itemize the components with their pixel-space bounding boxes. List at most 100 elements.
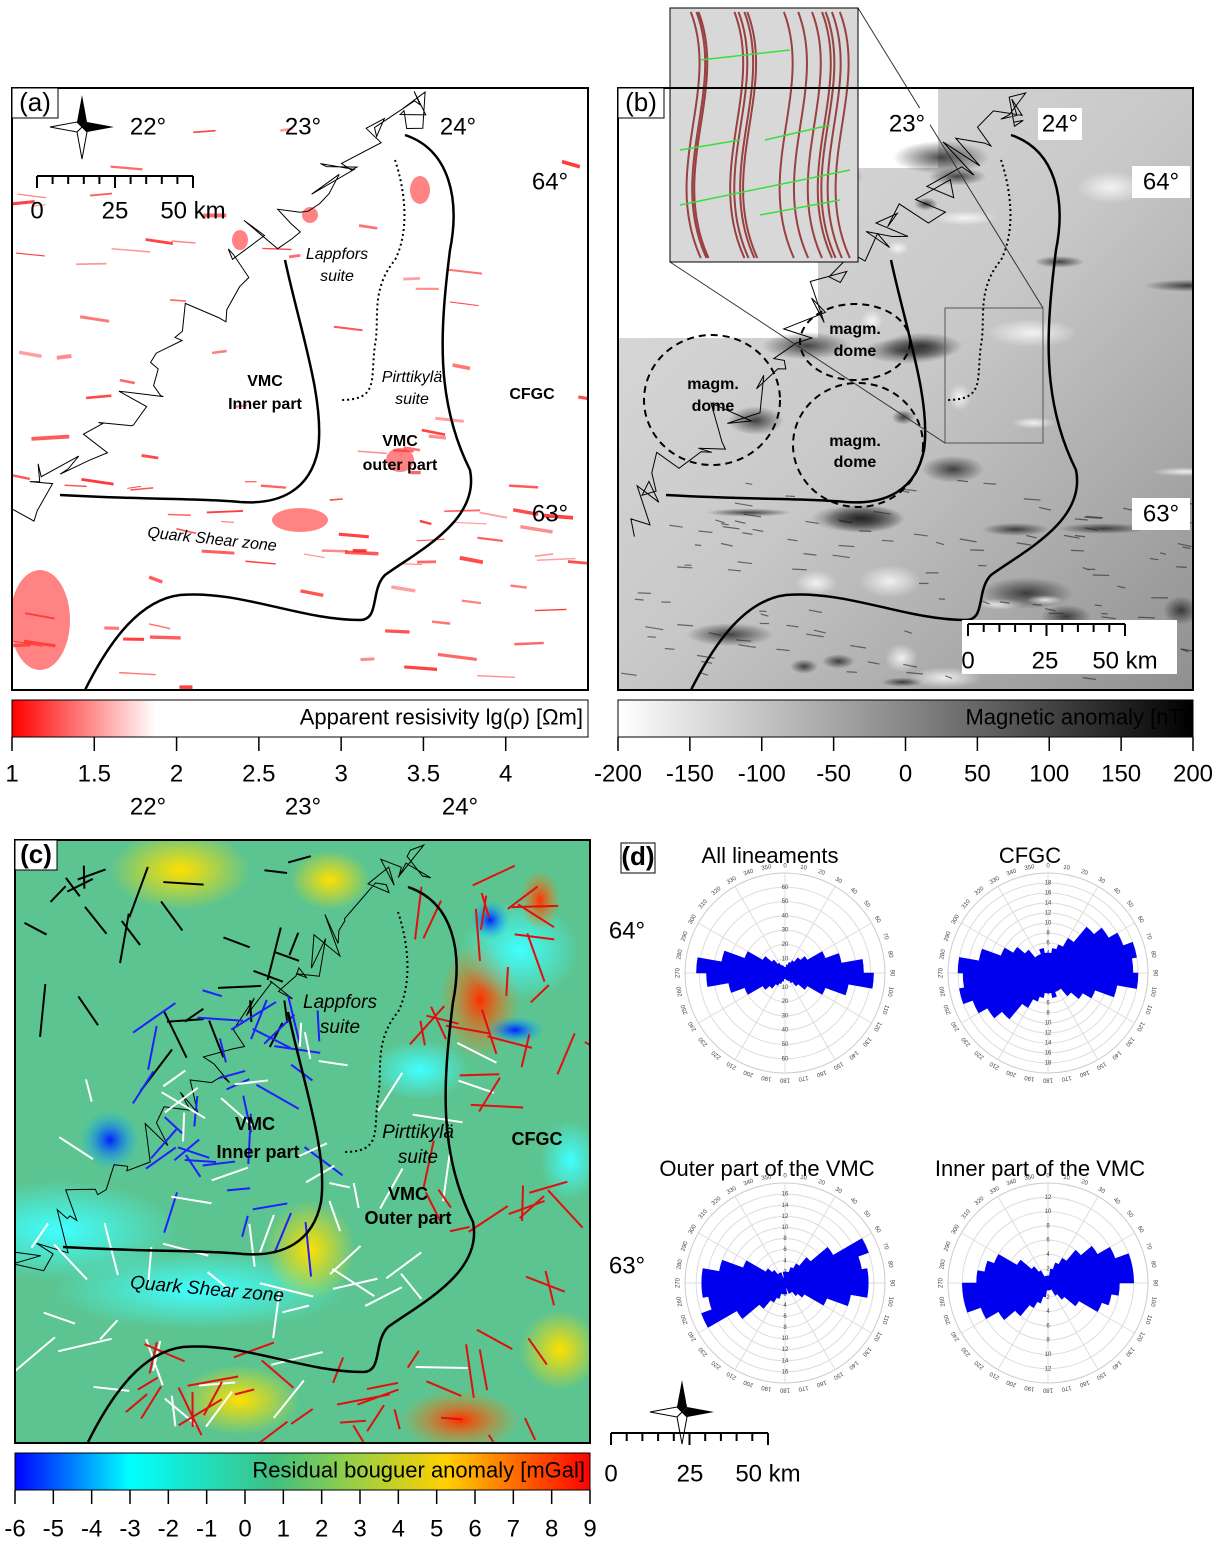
colorbar-tick-label: 5 <box>430 1515 443 1542</box>
rose-angle-label: 100 <box>1149 1296 1157 1308</box>
rose-angle-label: 270 <box>939 967 945 978</box>
rose-angle-label: 240 <box>687 1020 698 1032</box>
magnetic-streak <box>847 672 857 673</box>
rose-angle-label: 110 <box>1143 1004 1152 1016</box>
panel-label: (a) <box>19 87 51 117</box>
magnetic-streak <box>1176 567 1187 568</box>
magnetic-blob <box>1034 256 1084 268</box>
annotation: magm. <box>687 376 739 393</box>
resistivity-streak <box>31 437 69 439</box>
panel-d: (d) All lineaments1010202030304040505060… <box>604 841 1157 1487</box>
rose-angle-label: 140 <box>1110 1049 1122 1060</box>
rose-ring-label: 6 <box>783 1314 787 1320</box>
colorbar-tick-label: -5 <box>43 1515 64 1542</box>
rose-angle-label: 90 <box>1151 970 1157 977</box>
gravity-blob <box>80 1110 140 1170</box>
magnetic-streak <box>677 567 692 568</box>
colorbar-tick-label: 7 <box>507 1515 520 1542</box>
rose-angle-label: 300 <box>951 1223 962 1235</box>
rose-ring-label: 10 <box>782 956 789 962</box>
panel-label: (b) <box>625 87 657 117</box>
rose-ring-label: 10 <box>1045 1021 1052 1027</box>
annotation: magm. <box>829 321 881 338</box>
annotation: suite <box>395 391 429 408</box>
resistivity-patch <box>272 508 328 532</box>
rose-ring-label: 6 <box>1046 941 1050 947</box>
rose-angle-label: 330 <box>989 1185 1001 1196</box>
rose-ring-label: 4 <box>783 1258 787 1264</box>
rose-ring-label: 12 <box>1045 1366 1052 1372</box>
rose-angle-label: 330 <box>989 875 1001 886</box>
lon-label: 22° <box>130 793 166 820</box>
gravity-blob <box>520 1310 600 1390</box>
rose-angle-label: 330 <box>726 1185 738 1196</box>
rose-ring-label: 18 <box>1045 881 1052 887</box>
rose-angle-label: 20 <box>1080 1179 1089 1187</box>
annotation: Inner part <box>216 1142 299 1162</box>
rose-angle-label: 290 <box>943 1240 952 1252</box>
rose-angle-label: 70 <box>1144 932 1152 941</box>
rose-angle-label: 150 <box>1095 1370 1107 1381</box>
annotation: Outer part <box>364 1208 451 1228</box>
rose-ring-label: 16 <box>1045 1051 1052 1057</box>
colorbar: Apparent resisivity lg(ρ) [Ωm]11.522.533… <box>5 700 588 787</box>
gravity-blob <box>370 1040 470 1100</box>
rose-angle-label: 320 <box>711 1196 723 1207</box>
rose-ring-label: 12 <box>782 1347 789 1353</box>
gravity-blob <box>485 1016 545 1044</box>
rose-ring-label: 50 <box>782 1042 789 1048</box>
annotation: VMC <box>235 1114 275 1134</box>
magnetic-streak <box>638 593 651 594</box>
resistivity-streak <box>322 551 348 552</box>
rose-ring-label: 14 <box>1045 1041 1052 1047</box>
resistivity-patch <box>410 176 430 204</box>
annotation: Inner part <box>228 396 302 413</box>
inset-image <box>670 8 858 262</box>
resistivity-streak <box>385 631 409 632</box>
rose-angle-label: 150 <box>832 1370 844 1381</box>
colorbar-tick-label: 8 <box>545 1515 558 1542</box>
rose-angle-label: 80 <box>1149 951 1156 959</box>
scale-label: 0 <box>604 1460 617 1487</box>
lon-label: 24° <box>442 793 478 820</box>
rose-angle-label: 70 <box>881 932 889 941</box>
lon-label: 24° <box>1042 110 1078 137</box>
lon-label: 23° <box>889 110 925 137</box>
magnetic-blob <box>1151 467 1221 476</box>
panel-a: (a) 22° 23° 24° 64° 63° 0 25 50 km Lappf… <box>4 87 607 690</box>
annotation: Lappfors <box>306 246 368 263</box>
rose-ring-label: 12 <box>1045 1031 1052 1037</box>
annotation: VMC <box>388 1184 428 1204</box>
resistivity-streak <box>170 300 186 301</box>
rose-ring-label: 30 <box>782 928 789 934</box>
rose-angle-label: 260 <box>939 985 947 997</box>
rose-angle-label: 20 <box>1080 869 1089 877</box>
resistivity-patch <box>10 570 70 670</box>
rose-angle-label: 150 <box>1095 1060 1107 1071</box>
rose-angle-label: 110 <box>880 1004 889 1016</box>
rose-angle-label: 240 <box>950 1020 961 1032</box>
colorbar-tick-label: -100 <box>738 760 786 787</box>
rose-angle-label: 240 <box>687 1330 698 1342</box>
rose-angle-label: 40 <box>1112 887 1121 896</box>
colorbar-title: Apparent resisivity lg(ρ) [Ωm] <box>300 704 583 729</box>
rose-ring-label: 6 <box>1046 1238 1050 1244</box>
colorbar-tick-label: 3 <box>334 760 347 787</box>
rose-angle-label: 280 <box>676 948 684 960</box>
rose-angle-label: 230 <box>698 1345 709 1357</box>
annotation: VMC <box>247 373 283 390</box>
rose-angle-label: 160 <box>1078 1378 1090 1387</box>
rose-angle-label: 20 <box>817 1179 826 1187</box>
annotation: suite <box>320 1017 360 1038</box>
annotation: dome <box>834 454 877 471</box>
rose-ring-label: 16 <box>782 1369 789 1375</box>
magnetic-blob <box>1027 595 1063 605</box>
magnetic-blob <box>887 241 909 255</box>
colorbar-tick-label: 9 <box>583 1515 596 1542</box>
rose-angle-label: 350 <box>1024 1174 1036 1182</box>
rose-angle-label: 120 <box>1135 1330 1146 1342</box>
rose-angle-label: 220 <box>973 1049 985 1060</box>
rose-angle-label: 220 <box>710 1049 722 1060</box>
rose-angle-label: 160 <box>1078 1068 1090 1077</box>
rose-angle-label: 160 <box>815 1378 827 1387</box>
